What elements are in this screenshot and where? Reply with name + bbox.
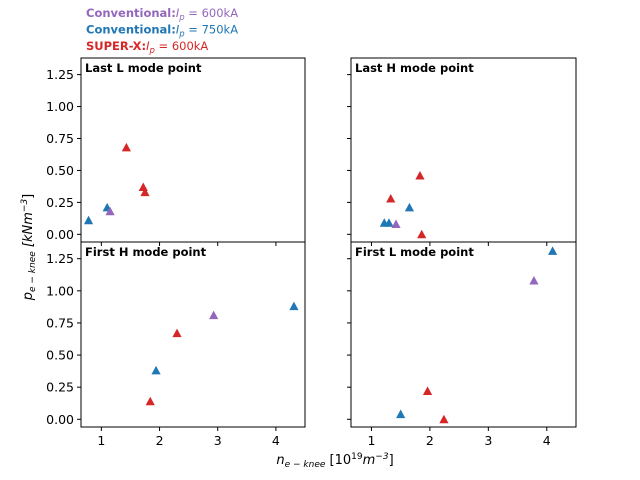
panel-4: 1 2 3 4 First L mode point [347,241,577,448]
panel-title: First L mode point [355,245,474,259]
y-tick-label: 0.75 [46,131,74,146]
panel-frame [350,57,577,243]
panel-title: Last L mode point [85,61,202,75]
y-tick-label: 0.00 [46,227,74,242]
data-point-triangle [404,202,415,212]
panels: 0.00 0.25 0.50 0.75 1.00 1.25 Last L mode poin… [46,57,577,448]
y-tick-label: 0.50 [46,163,74,178]
data-point-triangle [384,218,394,227]
data-point-triangle [548,246,558,255]
data-point-triangle [396,409,406,419]
x-tick-label: 2 [156,433,164,448]
data-point-triangle [529,275,539,285]
x-axis-label: ne − knee [1019m−3] [276,452,393,470]
y-tick-label: 0.25 [46,380,74,395]
panel-frame [80,57,306,243]
data-point-triangle [391,219,401,229]
data-point-triangle [417,229,427,239]
x-tick-label: 1 [97,433,105,448]
data-point-triangle [83,215,94,225]
y-tick-label: 0.25 [46,195,74,210]
x-tick-label: 4 [272,433,280,448]
data-point-triangle [151,365,161,375]
x-tick-label: 3 [214,433,222,448]
data-point-triangle [209,310,219,320]
y-tick-label: 0.75 [46,315,74,330]
x-tick-label: 3 [484,433,492,448]
y-axis-label: pe − knee [kNm−3] [20,194,38,302]
data-point-triangle [121,142,131,152]
y-tick-label: 0.50 [46,348,74,363]
y-tick-label: 1.25 [46,67,74,82]
data-point-triangle [386,193,396,203]
data-point-triangle [105,206,115,216]
data-point-triangle [138,182,148,191]
panel-title: First H mode point [85,245,207,259]
data-point-triangle [140,187,150,197]
y-tick-label: 1.25 [46,251,74,266]
legend-entry: Conventional:Ip = 750kA [86,23,238,40]
x-tick-label: 4 [543,433,551,448]
panel-3: 0.00 0.25 0.50 0.75 1.00 1.25 1 2 3 4 First H mode… [46,241,306,448]
panel-frame [350,241,577,428]
panel-2: Last H mode point [347,57,577,246]
data-point-triangle [289,301,299,311]
legend-entry: Conventional:Ip = 600kA [86,6,238,23]
x-tick-label: 1 [367,433,375,448]
data-point-triangle [415,170,425,180]
data-point-triangle [145,396,155,406]
panel-frame [80,241,306,428]
panel-1: 0.00 0.25 0.50 0.75 1.00 1.25 Last L mode poin… [46,57,306,246]
panel-title: Last H mode point [355,61,474,75]
legend-entry: SUPER-X:Ip = 600kA [86,39,208,56]
data-point-triangle [439,414,449,424]
axis-labels: ne − knee [1019m−3] pe − knee [kNm−3] [20,194,394,470]
data-point-triangle [172,328,182,338]
y-tick-label: 1.00 [46,99,74,114]
y-tick-label: 1.00 [46,283,74,298]
x-tick-label: 2 [426,433,434,448]
y-tick-label: 0.00 [46,412,74,427]
data-point-triangle [422,386,433,395]
